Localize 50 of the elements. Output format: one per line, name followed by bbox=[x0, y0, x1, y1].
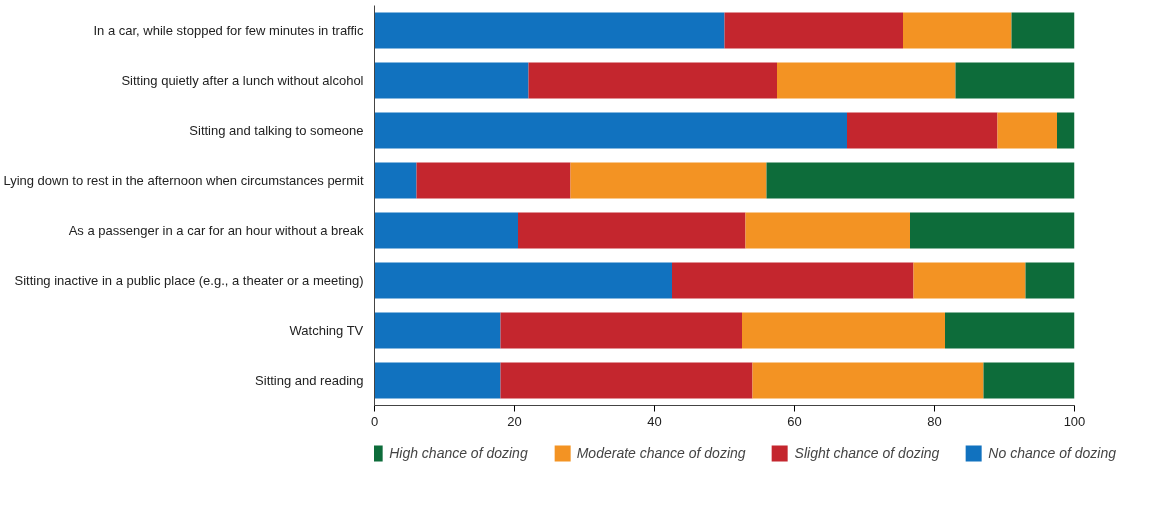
bar bbox=[1025, 262, 1075, 299]
bar bbox=[374, 112, 847, 149]
y-tick-label: Watching TV bbox=[289, 323, 364, 338]
x-tick-label: 20 bbox=[507, 413, 522, 429]
bar bbox=[528, 62, 777, 99]
bar bbox=[777, 62, 956, 99]
y-tick-label: As a passenger in a car for an hour without a break bbox=[68, 223, 364, 238]
bar bbox=[910, 212, 1075, 249]
bar bbox=[500, 312, 742, 349]
bar bbox=[500, 362, 753, 399]
legend-label: No chance of dozing bbox=[988, 445, 1116, 461]
bar bbox=[847, 112, 998, 149]
y-tick-label: Sitting inactive in a public place (e.g., a theater or a meeting) bbox=[14, 273, 364, 288]
y-tick-label: Sitting quietly after a lunch without alcohol bbox=[121, 73, 364, 88]
bar bbox=[752, 362, 984, 399]
bar bbox=[724, 12, 903, 49]
x-tick-label: 0 bbox=[370, 413, 379, 429]
bar bbox=[518, 212, 746, 249]
bar bbox=[945, 312, 1075, 349]
x-tick-label: 100 bbox=[1063, 413, 1086, 429]
bar bbox=[374, 262, 672, 299]
bar bbox=[983, 362, 1075, 399]
bar bbox=[374, 362, 501, 399]
bar bbox=[374, 162, 417, 199]
y-tick-label: Sitting and reading bbox=[255, 373, 364, 388]
bar bbox=[913, 262, 1026, 299]
y-tick-label: In a car, while stopped for few minutes in traffic bbox=[93, 23, 364, 38]
bar bbox=[766, 162, 1075, 199]
legend-label: Slight chance of dozing bbox=[794, 445, 940, 461]
bar bbox=[570, 162, 767, 199]
bar bbox=[416, 162, 571, 199]
bar bbox=[997, 112, 1057, 149]
bar bbox=[903, 12, 1012, 49]
bar bbox=[1011, 12, 1075, 49]
legend-label: Moderate chance of dozing bbox=[576, 445, 746, 461]
y-tick-label: Lying down to rest in the afternoon when circumstances permit bbox=[3, 173, 364, 188]
bar bbox=[374, 12, 725, 49]
x-tick-label: 60 bbox=[787, 413, 802, 429]
x-tick-label: 40 bbox=[647, 413, 662, 429]
bar bbox=[374, 212, 518, 249]
bar bbox=[742, 312, 945, 349]
bar bbox=[672, 262, 914, 299]
legend-label: High chance of dozing bbox=[389, 445, 528, 461]
bar bbox=[745, 212, 910, 249]
bar bbox=[374, 62, 529, 99]
bar bbox=[1057, 112, 1075, 149]
bar bbox=[955, 62, 1075, 99]
bar bbox=[374, 312, 501, 349]
x-tick-label: 80 bbox=[927, 413, 942, 429]
y-tick-label: Sitting and talking to someone bbox=[189, 123, 364, 138]
